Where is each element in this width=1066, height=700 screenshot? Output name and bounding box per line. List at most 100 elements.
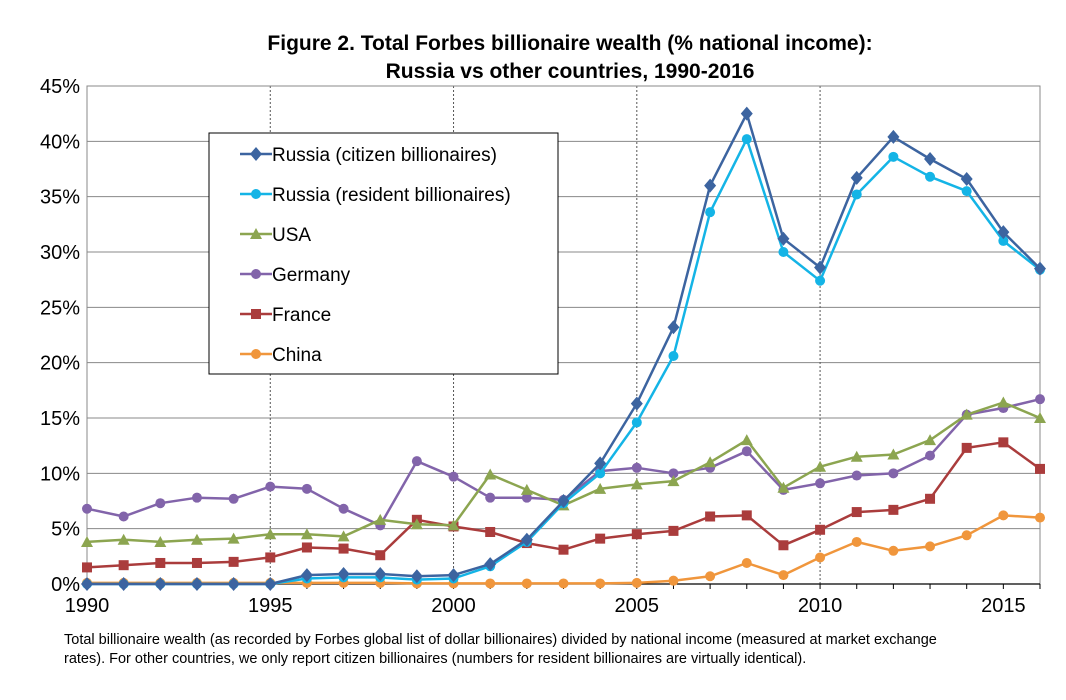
data-point — [447, 519, 460, 531]
data-point — [887, 448, 900, 460]
data-point — [1035, 394, 1045, 405]
data-point — [888, 545, 899, 556]
data-point — [741, 134, 752, 145]
data-point — [997, 396, 1010, 408]
data-point — [301, 542, 312, 553]
data-point — [448, 471, 459, 482]
data-point — [888, 504, 899, 515]
data-point — [630, 478, 643, 490]
data-point — [815, 275, 826, 286]
data-point — [338, 503, 349, 514]
data-point — [595, 468, 606, 479]
data-point — [741, 446, 752, 457]
y-tick-label: 20% — [40, 353, 80, 375]
data-point — [887, 129, 900, 144]
data-point — [82, 562, 92, 573]
data-point — [961, 530, 972, 541]
legend-label: USA — [272, 225, 311, 246]
data-point — [300, 528, 313, 540]
data-point — [484, 468, 497, 480]
data-point — [410, 518, 423, 530]
y-tick-label: 40% — [40, 131, 80, 153]
data-point — [851, 507, 862, 518]
data-point — [668, 575, 679, 586]
data-point — [301, 483, 312, 494]
y-tick-label: 35% — [40, 187, 80, 209]
data-point — [705, 207, 716, 218]
legend-item: USA — [240, 225, 311, 246]
data-point — [631, 577, 642, 588]
data-point — [1035, 512, 1045, 523]
data-point — [740, 434, 753, 446]
legend-item: Germany — [240, 265, 351, 286]
data-point — [118, 560, 129, 571]
y-tick-label: 45% — [40, 76, 80, 98]
legend-item: Russia (citizen billionaires) — [240, 145, 497, 166]
legend-swatch-marker — [251, 269, 261, 279]
data-point — [521, 492, 532, 503]
data-point — [520, 532, 533, 547]
data-point — [300, 568, 313, 583]
data-point — [777, 481, 790, 493]
data-point — [557, 494, 570, 508]
data-point — [630, 396, 643, 411]
data-point — [924, 152, 937, 167]
data-point — [631, 462, 642, 473]
legend-swatch-marker — [250, 228, 262, 239]
data-point — [741, 557, 752, 568]
data-point — [374, 513, 387, 525]
data-point — [82, 503, 92, 514]
data-point — [154, 535, 167, 547]
x-tick-label: 2010 — [798, 595, 843, 617]
data-point — [631, 417, 642, 428]
y-tick-label: 5% — [51, 519, 80, 541]
data-point — [778, 247, 789, 257]
data-point — [190, 533, 203, 545]
data-point — [960, 171, 973, 186]
legend-swatch-marker — [251, 349, 261, 359]
data-point — [705, 571, 716, 582]
data-point — [925, 493, 936, 504]
data-point — [631, 529, 642, 540]
data-point — [190, 577, 203, 591]
data-point — [558, 578, 569, 589]
data-point — [594, 456, 607, 471]
series-usa — [81, 396, 1046, 547]
data-point — [265, 552, 276, 563]
data-point — [264, 528, 277, 540]
data-point — [705, 511, 716, 522]
data-point — [851, 189, 862, 200]
data-point — [191, 492, 202, 503]
data-point — [961, 186, 972, 197]
data-point — [410, 569, 423, 584]
data-point — [228, 556, 239, 567]
legend-label: China — [272, 345, 322, 366]
chart-title-line-1: Figure 2. Total Forbes billionaire wealt… — [267, 32, 873, 55]
data-point — [485, 526, 496, 537]
data-point — [154, 577, 167, 591]
legend-label: France — [272, 305, 331, 326]
data-point — [118, 511, 129, 522]
data-point — [667, 320, 680, 335]
data-point — [521, 578, 532, 589]
chart-title-line-2: Russia vs other countries, 1990-2016 — [385, 60, 755, 83]
data-point — [850, 450, 863, 462]
data-point — [814, 460, 827, 472]
data-point — [925, 541, 936, 552]
legend-item: Russia (resident billionaires) — [240, 185, 511, 206]
data-point — [265, 481, 276, 492]
y-tick-label: 30% — [40, 242, 80, 264]
data-point — [375, 550, 386, 561]
legend-item: France — [240, 305, 331, 326]
data-point — [227, 577, 240, 591]
y-tick-label: 0% — [51, 574, 80, 596]
legend-label: Germany — [272, 265, 351, 286]
legend-swatch-marker — [251, 189, 261, 199]
data-point — [704, 456, 717, 468]
data-point — [704, 178, 717, 193]
legend-box — [208, 132, 559, 375]
data-point — [777, 231, 790, 246]
data-point — [668, 525, 679, 536]
data-point — [191, 557, 202, 568]
data-point — [850, 170, 863, 185]
